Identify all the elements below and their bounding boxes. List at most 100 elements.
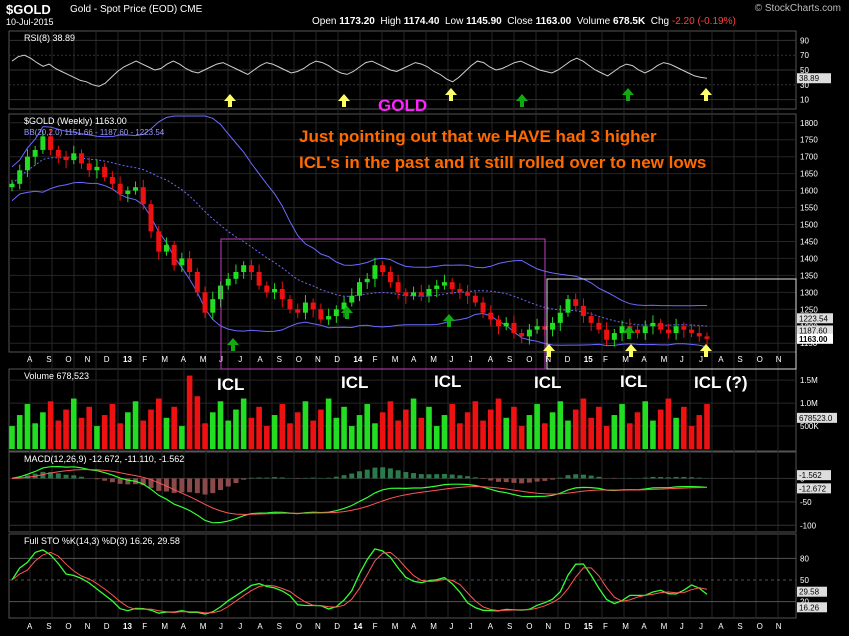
volume-bar (271, 415, 278, 449)
macd-histogram-bar (449, 474, 455, 479)
macd-histogram-bar (573, 474, 579, 479)
volume-bar (596, 406, 602, 449)
yellow-arrow-icon (445, 88, 457, 101)
price-tick-label: 1650 (800, 170, 818, 179)
macd-histogram-bar (387, 468, 393, 479)
volume-bar (433, 426, 440, 449)
sto-x-label: A (27, 622, 33, 631)
volume-bar (611, 415, 618, 449)
volume-bar (681, 406, 687, 449)
price-x-label: D (334, 355, 340, 364)
volume-bar (372, 423, 378, 449)
macd-histogram-bar (233, 478, 239, 484)
candle-body (279, 288, 285, 300)
macd-histogram-bar (40, 471, 46, 479)
macd-histogram-bar (349, 473, 355, 479)
volume-bar (78, 417, 85, 449)
macd-histogram-bar (256, 477, 262, 479)
candle-body (133, 187, 139, 191)
price-x-label: N (85, 355, 91, 364)
price-x-label: 14 (353, 355, 362, 364)
price-x-label: J (680, 355, 684, 364)
price-x-label: A (488, 355, 494, 364)
candle-body (503, 322, 509, 327)
macd-histogram-bar (341, 475, 347, 479)
volume-bar (240, 398, 247, 449)
price-x-label: M (661, 355, 668, 364)
price-x-label: S (737, 355, 742, 364)
macd-histogram-bar (357, 471, 362, 479)
price-x-label: A (257, 355, 263, 364)
candle-body (55, 149, 61, 157)
annotation-line-1: Just pointing out that we HAVE had 3 hig… (299, 127, 657, 146)
volume-bar (202, 423, 208, 449)
candle-body (658, 322, 664, 330)
macd-histogram-bar (403, 472, 409, 479)
sto-label-box (797, 586, 827, 597)
macd-histogram-bar (333, 476, 339, 479)
macd-histogram-bar (411, 473, 417, 479)
candle-body (465, 292, 471, 296)
candle-body (194, 272, 200, 293)
rsi-title: RSI(8) 38.89 (24, 33, 75, 43)
macd-histogram-bar (241, 478, 247, 480)
volume-bar (140, 420, 147, 449)
candle-body (163, 244, 169, 252)
candle-body (403, 292, 409, 296)
sto-x-label: J (680, 622, 684, 631)
candle-body (565, 299, 571, 313)
sto-x-label: J (238, 622, 242, 631)
volume-bar (518, 426, 525, 449)
candle-body (156, 231, 162, 252)
macd-histogram-bar (179, 478, 185, 493)
volume-bar (572, 409, 579, 449)
price-x-label: S (507, 355, 512, 364)
candle-body (125, 190, 131, 194)
candle-body (117, 183, 123, 194)
bb-upper-band (11, 115, 707, 307)
macd-histogram-bar (465, 476, 471, 479)
price-tick-label: 1800 (800, 119, 818, 128)
candle-body (696, 333, 702, 337)
sto-x-label: O (296, 622, 302, 631)
macd-label-box (797, 483, 831, 494)
macd-histogram-bar (156, 478, 162, 491)
candle-body (689, 329, 695, 334)
sto-x-label: D (104, 622, 110, 631)
volume-bar (86, 406, 93, 449)
macd-histogram-bar (148, 478, 154, 488)
candle-body (434, 285, 440, 289)
volume-bar (457, 423, 463, 449)
candle-body (71, 153, 77, 161)
candle-body (225, 278, 231, 286)
candle-body (32, 149, 38, 157)
volume-bar (549, 412, 556, 449)
macd-histogram-bar (642, 477, 648, 479)
macd-histogram-bar (79, 476, 84, 479)
volume-bar (565, 420, 571, 449)
volume-bar (209, 412, 216, 449)
rsi-tick-label: 70 (800, 51, 809, 60)
candle-body (94, 166, 100, 171)
volume-bar (279, 404, 286, 449)
volume-bar (233, 409, 239, 449)
macd-histogram-bar (264, 477, 270, 479)
price-x-label: F (373, 355, 378, 364)
annotation-line-2: ICL's in the past and it still rolled ov… (299, 153, 706, 172)
candle-body (63, 156, 69, 161)
macd-histogram-bar (94, 478, 100, 480)
candle-body (573, 299, 579, 306)
candle-body (264, 285, 270, 293)
candle-body (488, 312, 494, 320)
sto-x-label: S (46, 622, 51, 631)
volume-bar (557, 401, 564, 449)
sto-x-label: M (622, 622, 629, 631)
macd-histogram-bar (55, 473, 61, 479)
volume-bar (47, 401, 54, 449)
volume-bar (341, 406, 347, 449)
candle-body (272, 288, 278, 293)
sto-x-label: J (699, 622, 703, 631)
volume-bar (101, 415, 108, 449)
volume-bar (171, 406, 177, 449)
sto-x-label: A (181, 622, 187, 631)
